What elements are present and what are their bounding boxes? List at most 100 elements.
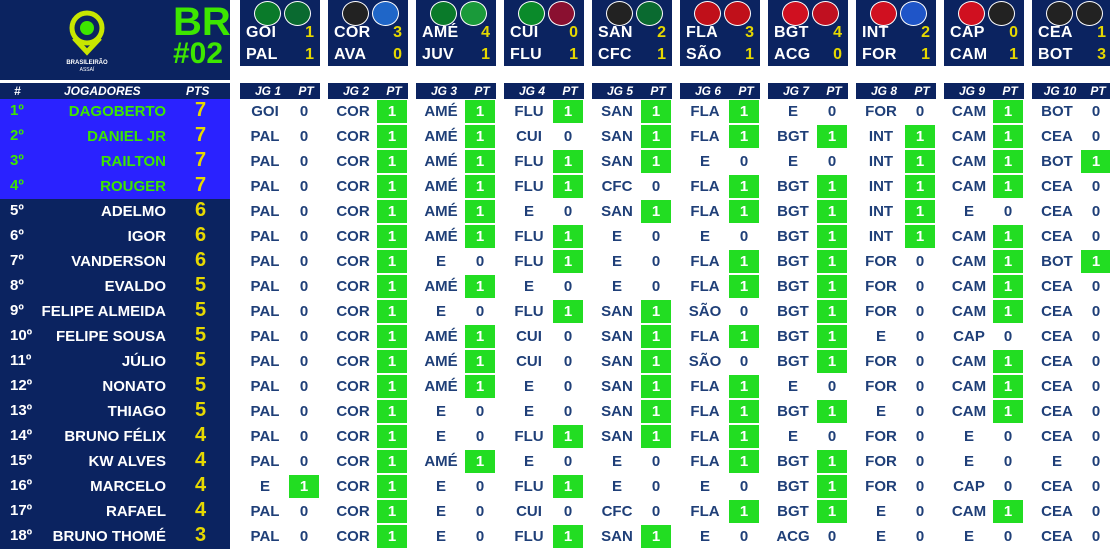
pick-points: 1 xyxy=(817,125,847,148)
pick-points: 1 xyxy=(905,225,935,248)
away-score: 1 xyxy=(481,46,490,63)
pick-points: 1 xyxy=(993,400,1023,423)
pick-points: 1 xyxy=(641,300,671,323)
round-pt-label: PT xyxy=(562,84,578,98)
pick-points: 1 xyxy=(553,100,583,123)
pick-team: E xyxy=(875,328,886,345)
pick-team: E xyxy=(699,528,710,545)
pick-team: COR xyxy=(336,128,370,145)
player-points: 6 xyxy=(195,249,207,271)
pick-team: COR xyxy=(336,403,370,420)
player-points: 4 xyxy=(195,424,207,446)
round-number: #02 xyxy=(173,37,224,70)
match-card: COR 3 AVA 0 xyxy=(328,0,408,66)
player-position: 14º xyxy=(10,427,33,444)
player-row: 7º VANDERSON 6 xyxy=(0,249,230,274)
player-points: 3 xyxy=(195,524,207,546)
pick-points: 1 xyxy=(641,400,671,423)
pick-team: INT xyxy=(868,203,894,220)
away-score: 1 xyxy=(745,46,754,63)
pick-points: 0 xyxy=(299,528,309,545)
home-score: 4 xyxy=(833,24,842,41)
pick-points: 0 xyxy=(299,153,309,170)
away-score: 1 xyxy=(1009,46,1018,63)
pick-points: 1 xyxy=(377,475,407,498)
pick-team: E xyxy=(611,453,622,470)
player-row: 11º JÚLIO 5 xyxy=(0,349,230,374)
pick-points: 1 xyxy=(377,175,407,198)
pick-team: BGT xyxy=(777,403,809,420)
pick-team: FLA xyxy=(690,378,720,395)
pick-points: 1 xyxy=(729,325,759,348)
pick-points: 0 xyxy=(915,428,925,445)
pick-points: 1 xyxy=(641,425,671,448)
pick-team: FLA xyxy=(690,278,720,295)
pick-points: 0 xyxy=(739,353,749,370)
pick-points: 1 xyxy=(729,125,759,148)
pick-team: FOR xyxy=(865,303,897,320)
home-team: INT xyxy=(862,24,889,41)
player-points: 5 xyxy=(195,274,207,296)
round-header: JG 5 PT xyxy=(592,83,672,99)
player-name: RAILTON xyxy=(100,153,166,170)
player-position: 8º xyxy=(10,277,24,294)
pick-points: 0 xyxy=(563,378,573,395)
pts-header: PTS xyxy=(186,84,210,98)
pick-team: SAN xyxy=(601,203,633,220)
pick-points: 1 xyxy=(377,500,407,523)
match-card: CUI 0 FLU 1 xyxy=(504,0,584,66)
pick-points: 1 xyxy=(817,500,847,523)
player-row: 17º RAFAEL 4 xyxy=(0,499,230,524)
player-name: RAFAEL xyxy=(106,503,166,520)
svg-text:BRASILEIRÃO: BRASILEIRÃO xyxy=(66,59,108,66)
pick-team: BOT xyxy=(1041,253,1073,270)
home-team: FLA xyxy=(686,24,719,41)
league-tag: BR xyxy=(173,0,231,44)
round-label: JG 4 xyxy=(518,84,545,98)
round-label: JG 1 xyxy=(254,84,281,98)
pick-team: AMÉ xyxy=(424,178,458,195)
home-crest-icon xyxy=(430,1,457,26)
pick-team: BGT xyxy=(777,278,809,295)
pick-points: 1 xyxy=(817,325,847,348)
pick-team: E xyxy=(435,403,446,420)
player-position: 12º xyxy=(10,377,33,394)
pick-team: CFC xyxy=(601,178,633,195)
pick-points: 1 xyxy=(1081,250,1110,273)
pick-points: 1 xyxy=(993,125,1023,148)
away-score: 0 xyxy=(393,46,402,63)
away-score: 0 xyxy=(833,46,842,63)
player-points: 4 xyxy=(195,474,207,496)
pick-points: 0 xyxy=(563,128,573,145)
pick-team: SAN xyxy=(601,428,633,445)
pick-points: 1 xyxy=(377,250,407,273)
pick-points: 1 xyxy=(465,350,495,373)
pick-team: COR xyxy=(336,378,370,395)
home-team: SAN xyxy=(598,24,633,41)
pick-team: E xyxy=(259,478,270,495)
pick-points: 0 xyxy=(915,478,925,495)
player-position: 13º xyxy=(10,402,33,419)
pick-points: 0 xyxy=(1091,528,1101,545)
player-points: 5 xyxy=(195,324,207,346)
pick-points: 0 xyxy=(739,303,749,320)
pick-points: 1 xyxy=(289,475,319,498)
home-score: 0 xyxy=(569,24,578,41)
pick-points: 0 xyxy=(299,203,309,220)
pick-points: 1 xyxy=(641,375,671,398)
away-team: BOT xyxy=(1038,46,1073,63)
away-crest-icon xyxy=(988,1,1015,26)
player-points: 7 xyxy=(195,174,207,196)
pick-team: CAM xyxy=(951,278,987,295)
pick-points: 0 xyxy=(475,503,485,520)
pick-team: COR xyxy=(336,103,370,120)
pick-points: 1 xyxy=(377,425,407,448)
round-header: JG 4 PT xyxy=(504,83,584,99)
away-team: PAL xyxy=(246,46,278,63)
pick-points: 0 xyxy=(299,228,309,245)
pick-team: SAN xyxy=(601,403,633,420)
pick-team: CEA xyxy=(1041,378,1073,395)
pick-team: SAN xyxy=(601,303,633,320)
pick-points: 1 xyxy=(553,425,583,448)
pick-team: FLU xyxy=(514,178,544,195)
